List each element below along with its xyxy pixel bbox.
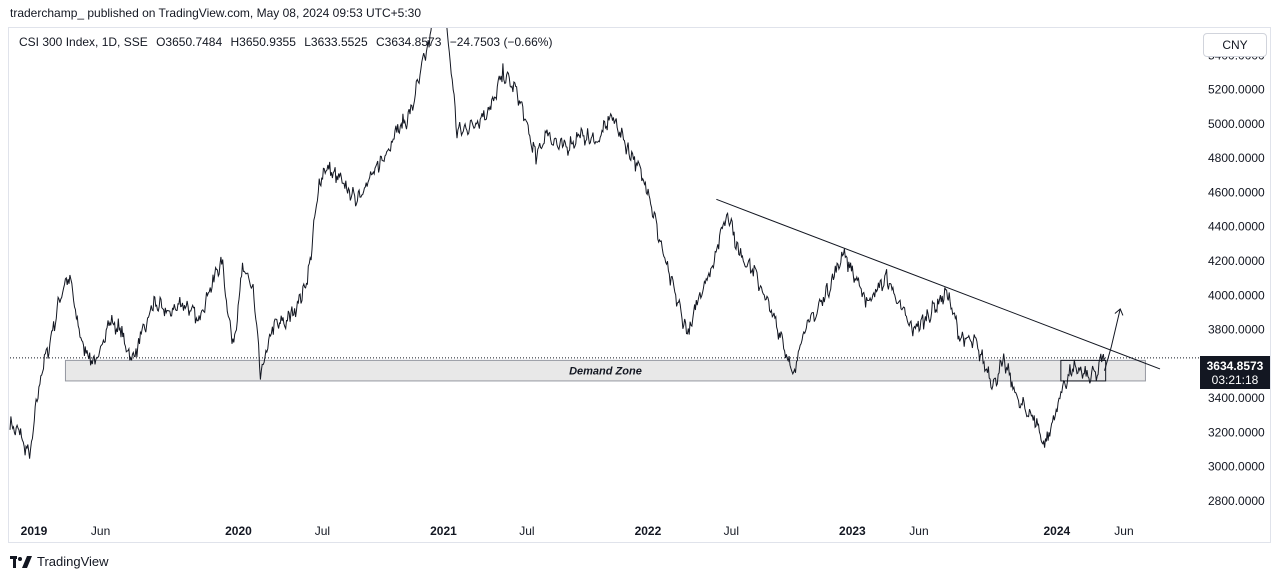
last-price-label: 3634.8573 03:21:18 [1200, 356, 1270, 389]
x-tick-label: Jul [724, 524, 739, 538]
y-tick-label: 4600.0000 [1208, 185, 1265, 199]
y-tick-label: 3800.0000 [1208, 323, 1265, 337]
y-tick-label: 3400.0000 [1208, 391, 1265, 405]
low-value: L3633.5525 [304, 35, 368, 49]
x-tick-label: Jul [315, 524, 330, 538]
high-value: H3650.9355 [230, 35, 296, 49]
x-tick-label: 2024 [1043, 524, 1070, 538]
bar-countdown: 03:21:18 [1211, 372, 1259, 387]
close-value: C3634.8573 [375, 35, 442, 49]
currency-button[interactable]: CNY [1203, 33, 1267, 57]
publish-info: traderchamp_ published on TradingView.co… [10, 6, 422, 20]
tradingview-logo-icon [10, 555, 32, 568]
change-value: −24.7503 (−0.66%) [449, 35, 553, 49]
tradingview-footer[interactable]: TradingView [10, 554, 109, 569]
demand-zone-box [64, 359, 1146, 382]
x-tick-label: 2021 [430, 524, 457, 538]
x-tick-label: 2020 [225, 524, 252, 538]
chart-frame [8, 27, 1271, 543]
y-tick-label: 4400.0000 [1208, 220, 1265, 234]
open-value: O3650.7484 [156, 35, 223, 49]
y-tick-label: 5200.0000 [1208, 83, 1265, 97]
ohlc-legend: CSI 300 Index, 1D, SSE O3650.7484 H3650.… [19, 35, 557, 49]
x-tick-label: Jun [909, 524, 928, 538]
x-tick-label: Jun [91, 524, 110, 538]
descending-trendline [716, 198, 1161, 370]
tradingview-brand: TradingView [37, 554, 109, 569]
demand-zone-label: Demand Zone [569, 366, 642, 378]
projection-path [1104, 308, 1121, 371]
price-series-line [9, 28, 1105, 459]
y-tick-label: 4200.0000 [1208, 254, 1265, 268]
consolidation-box [1060, 359, 1107, 382]
projection-arrowhead [1114, 308, 1124, 316]
symbol-label[interactable]: CSI 300 Index, 1D, SSE [19, 35, 148, 49]
y-tick-label: 3200.0000 [1208, 425, 1265, 439]
x-tick-label: 2022 [635, 524, 662, 538]
y-tick-label: 3000.0000 [1208, 460, 1265, 474]
last-price-value: 3634.8573 [1206, 358, 1264, 373]
y-tick-label: 2800.0000 [1208, 494, 1265, 508]
x-tick-label: 2023 [839, 524, 866, 538]
y-tick-label: 5000.0000 [1208, 117, 1265, 131]
x-tick-label: Jul [519, 524, 534, 538]
x-tick-label: Jun [1114, 524, 1133, 538]
x-tick-label: 2019 [21, 524, 48, 538]
y-tick-label: 4800.0000 [1208, 151, 1265, 165]
y-tick-label: 4000.0000 [1208, 288, 1265, 302]
